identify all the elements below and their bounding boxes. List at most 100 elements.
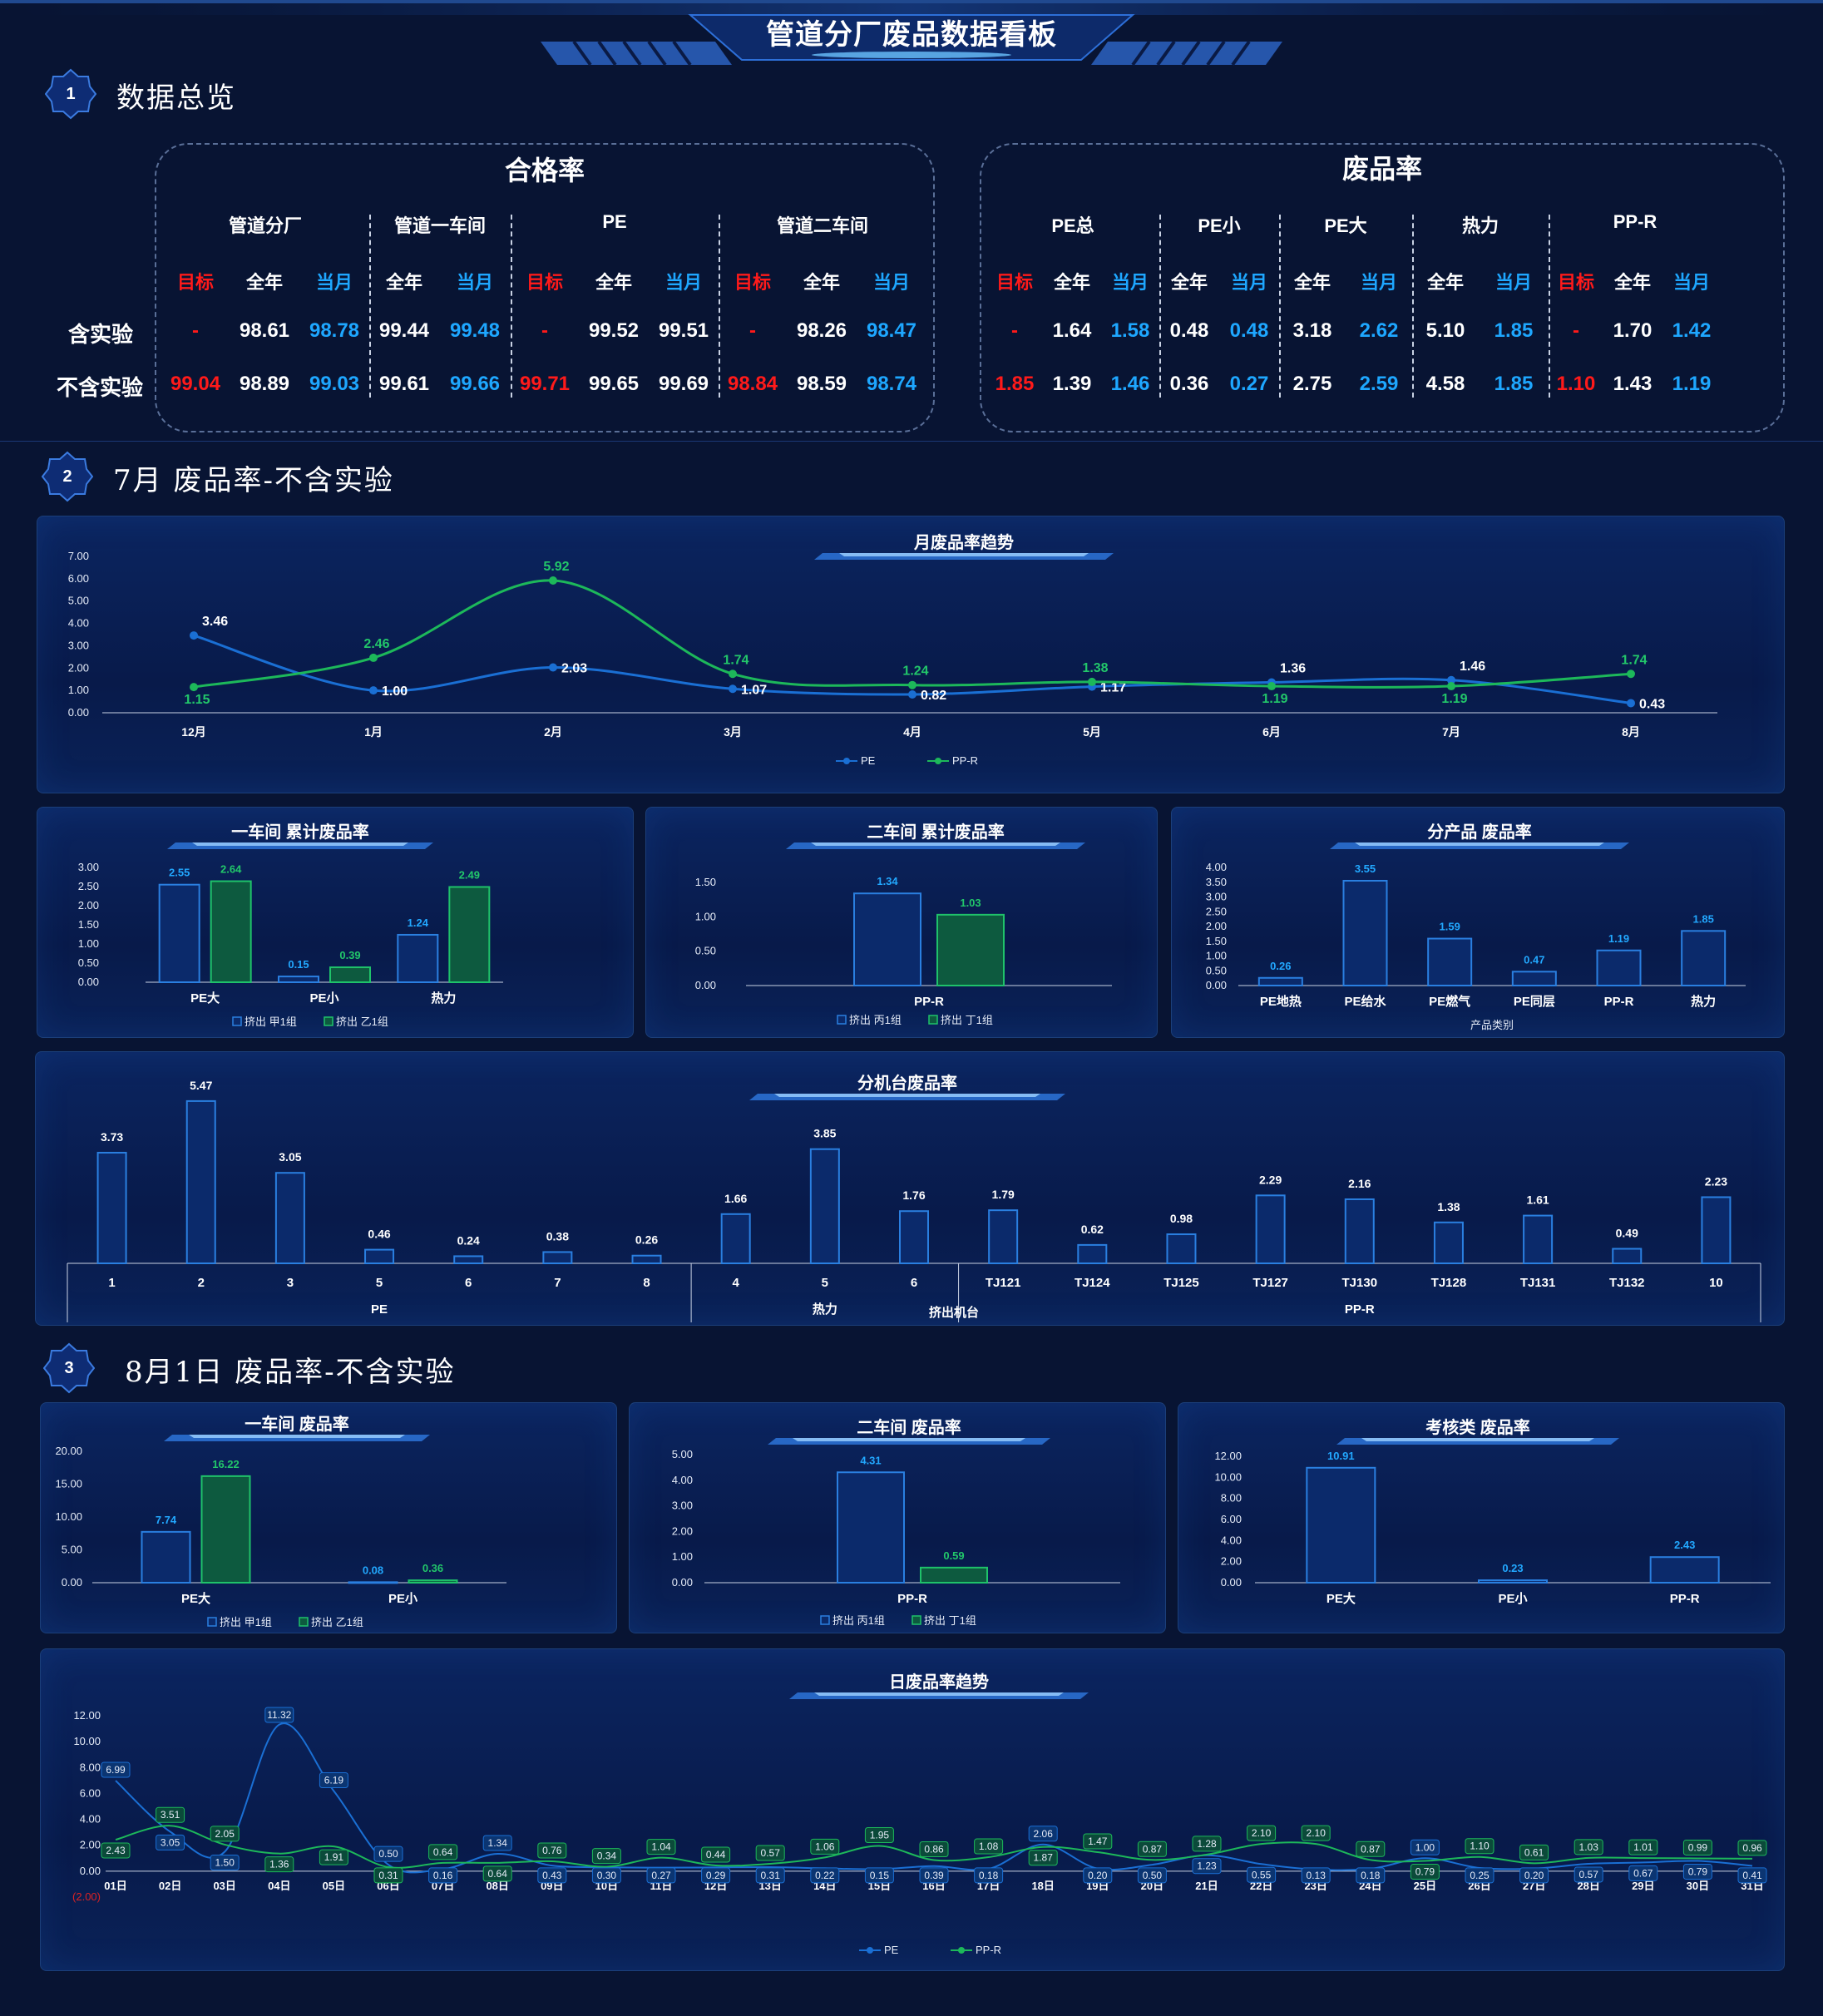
- bar-value-label: 0.23: [1502, 1562, 1523, 1574]
- y-tick-label: 0.00: [695, 979, 716, 991]
- data-label-box: [919, 1841, 949, 1857]
- scrap-rate-group-label: PE大: [1324, 215, 1367, 236]
- scrap-rate-value: 2.59: [1359, 373, 1399, 395]
- chart-daily-ws2: 二车间 废品率 0.00 1.00 2.00 3.00 4.00 5.00 PP-R 4.31 0…: [672, 1417, 1120, 1627]
- x-tick-label: 08日: [486, 1880, 508, 1892]
- chart-title: 日废品率趋势: [889, 1672, 989, 1692]
- data-label: 0.55: [1252, 1869, 1272, 1880]
- legend-marker: [843, 758, 850, 764]
- y-tick-label: 0.50: [1206, 964, 1227, 976]
- bar: [364, 1248, 395, 1265]
- x-axis-title: 产品类别: [1470, 1019, 1514, 1031]
- bar: [936, 913, 1005, 986]
- scrap-rate-value: -: [1011, 319, 1018, 342]
- section-badge-2: 2: [41, 451, 94, 502]
- data-label-box: [319, 1849, 348, 1865]
- scrap-rate-col-label: 当月: [1360, 272, 1397, 293]
- title-underline-glow: [774, 1094, 1040, 1097]
- data-label-box: [591, 1848, 621, 1865]
- data-label: 1.87: [1034, 1852, 1054, 1864]
- pass-rate-col-label: 当月: [664, 272, 702, 293]
- pass-rate-value: 98.89: [239, 373, 290, 395]
- scrap-rate-value: 1.70: [1613, 319, 1653, 342]
- bar-value-label: 2.55: [169, 867, 190, 879]
- data-label-box: [974, 1838, 1004, 1855]
- data-point: [549, 663, 557, 672]
- bar-value-label: 4.31: [860, 1454, 881, 1466]
- bar: [1344, 1198, 1375, 1265]
- y-tick-label: 5.00: [62, 1544, 82, 1556]
- y-tick-label: 12.00: [73, 1709, 101, 1722]
- legend-marker: [867, 1947, 873, 1954]
- overview-panel: 含实验 不含实验 合格率 管道分厂 目标 - 99.04 全年 98.61 98.89 当月 98.7…: [0, 125, 1823, 441]
- data-label-box: [646, 1839, 676, 1855]
- scrap-rate-value: 1.42: [1672, 319, 1712, 342]
- panel-product-scrap: 分产品 废品率 0.00 0.50 1.00 1.50 2.00 2.50 3.00 3.50 4…: [1171, 807, 1785, 1038]
- data-point: [1627, 670, 1635, 679]
- data-label: 0.18: [1361, 1870, 1381, 1881]
- y-tick-label: 4.00: [68, 617, 89, 630]
- y-tick-label: 1.50: [1206, 935, 1227, 947]
- data-label: 1.47: [1088, 1836, 1108, 1847]
- chart-monthly-trend: 月废品率趋势 0.00 1.00 2.00 3.00 4.00 5.00 6.00 7.00 12…: [68, 532, 1717, 767]
- bar-value-label: 5.47: [190, 1079, 212, 1092]
- bar: [329, 966, 371, 983]
- bar: [185, 1099, 216, 1264]
- data-label: 0.41: [1742, 1870, 1762, 1881]
- y-tick-label: 5.00: [68, 595, 89, 607]
- data-label: 0.57: [1579, 1869, 1599, 1880]
- pass-rate-divider: [511, 215, 512, 398]
- bar-value-label: 1.38: [1437, 1200, 1460, 1213]
- data-label-box: [1574, 1839, 1603, 1855]
- pass-rate-group-label: 管道一车间: [393, 215, 486, 236]
- title-underline-glow: [839, 553, 1089, 556]
- pass-rate-value: 99.61: [378, 373, 430, 395]
- bar-value-label: 3.55: [1355, 862, 1376, 875]
- bar: [853, 892, 921, 986]
- data-label-box: [428, 1867, 458, 1884]
- chart-title: 二车间 累计废品率: [867, 822, 1005, 842]
- data-label-box: [974, 1867, 1004, 1884]
- data-label: 1.28: [1197, 1838, 1217, 1850]
- pass-rate-col-label: 当月: [315, 272, 353, 293]
- bar: [141, 1530, 191, 1584]
- data-label: 0.27: [651, 1870, 671, 1881]
- y-tick-label: 20.00: [55, 1445, 82, 1457]
- y-tick-label: 10.00: [73, 1735, 101, 1747]
- bar-value-label: 1.19: [1608, 932, 1629, 945]
- data-label: 1.19: [1441, 692, 1467, 706]
- bar-value-label: 2.29: [1259, 1173, 1282, 1186]
- pass-rate-col-label: 目标: [734, 272, 771, 293]
- pass-rate-group-label: 管道分厂: [228, 215, 302, 236]
- x-tick-label: 7: [554, 1276, 561, 1290]
- pass-rate-value: 98.26: [796, 319, 847, 342]
- bar: [809, 1148, 840, 1264]
- bar: [158, 883, 200, 983]
- legend-label: 挤出 丁1组: [924, 1614, 976, 1627]
- chart-machine-scrap: 分机台废品率 3.73 1 5.47 2 3.05 3 0.46 5 0.24 6 0.38 7 0.26…: [67, 1073, 1761, 1322]
- y-tick-label: 8.00: [80, 1761, 101, 1773]
- data-label: 0.44: [706, 1849, 726, 1860]
- data-point: [190, 631, 198, 640]
- pass-rate-value: 99.52: [588, 319, 640, 342]
- x-tick-label: PP-R: [897, 1592, 927, 1606]
- scrap-rate-col-label: 目标: [995, 272, 1033, 293]
- title-underline-glow: [189, 1435, 405, 1438]
- bar-value-label: 0.08: [363, 1564, 383, 1576]
- pass-rate-group-label: 管道二车间: [776, 215, 868, 236]
- bar: [200, 1475, 251, 1584]
- data-label: 2.43: [106, 1845, 126, 1856]
- data-label-box: [1247, 1825, 1277, 1841]
- data-label: 2.10: [1252, 1827, 1272, 1839]
- scrap-rate-value: 0.48: [1169, 319, 1209, 342]
- x-tick-label: 30日: [1687, 1880, 1709, 1892]
- section-title-aug1: 8月1日 废品率-不含实验: [125, 1356, 456, 1389]
- data-label: 1.91: [324, 1851, 344, 1863]
- legend-swatch: [837, 1015, 847, 1025]
- data-label: 0.61: [1524, 1846, 1544, 1858]
- section-title-overview: 数据总览: [116, 82, 236, 115]
- x-tick-label: 2: [198, 1276, 205, 1290]
- x-tick-label: 5月: [1083, 725, 1101, 739]
- section-divider: [0, 441, 1823, 442]
- x-tick-label: PE小: [309, 991, 338, 1006]
